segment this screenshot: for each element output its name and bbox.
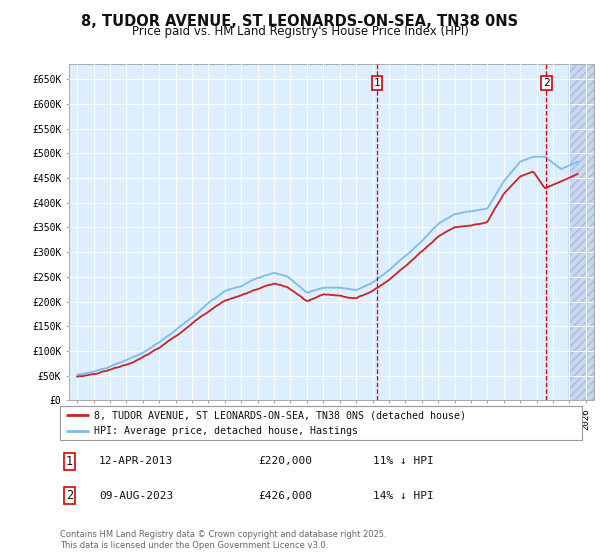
Text: 1: 1 — [66, 455, 73, 468]
Text: £220,000: £220,000 — [259, 456, 313, 466]
Text: 1: 1 — [374, 78, 380, 88]
Text: 2: 2 — [66, 489, 73, 502]
Text: 8, TUDOR AVENUE, ST LEONARDS-ON-SEA, TN38 0NS: 8, TUDOR AVENUE, ST LEONARDS-ON-SEA, TN3… — [82, 14, 518, 29]
Text: 8, TUDOR AVENUE, ST LEONARDS-ON-SEA, TN38 0NS (detached house): 8, TUDOR AVENUE, ST LEONARDS-ON-SEA, TN3… — [94, 410, 466, 421]
FancyBboxPatch shape — [60, 406, 582, 440]
Text: Price paid vs. HM Land Registry's House Price Index (HPI): Price paid vs. HM Land Registry's House … — [131, 25, 469, 38]
Text: 12-APR-2013: 12-APR-2013 — [99, 456, 173, 466]
Text: HPI: Average price, detached house, Hastings: HPI: Average price, detached house, Hast… — [94, 426, 358, 436]
Text: £426,000: £426,000 — [259, 491, 313, 501]
Text: Contains HM Land Registry data © Crown copyright and database right 2025.
This d: Contains HM Land Registry data © Crown c… — [60, 530, 386, 550]
Bar — [569, 64, 594, 400]
Text: 09-AUG-2023: 09-AUG-2023 — [99, 491, 173, 501]
Text: 2: 2 — [543, 78, 550, 88]
Bar — [569, 64, 594, 400]
Text: 11% ↓ HPI: 11% ↓ HPI — [373, 456, 434, 466]
Text: 14% ↓ HPI: 14% ↓ HPI — [373, 491, 434, 501]
